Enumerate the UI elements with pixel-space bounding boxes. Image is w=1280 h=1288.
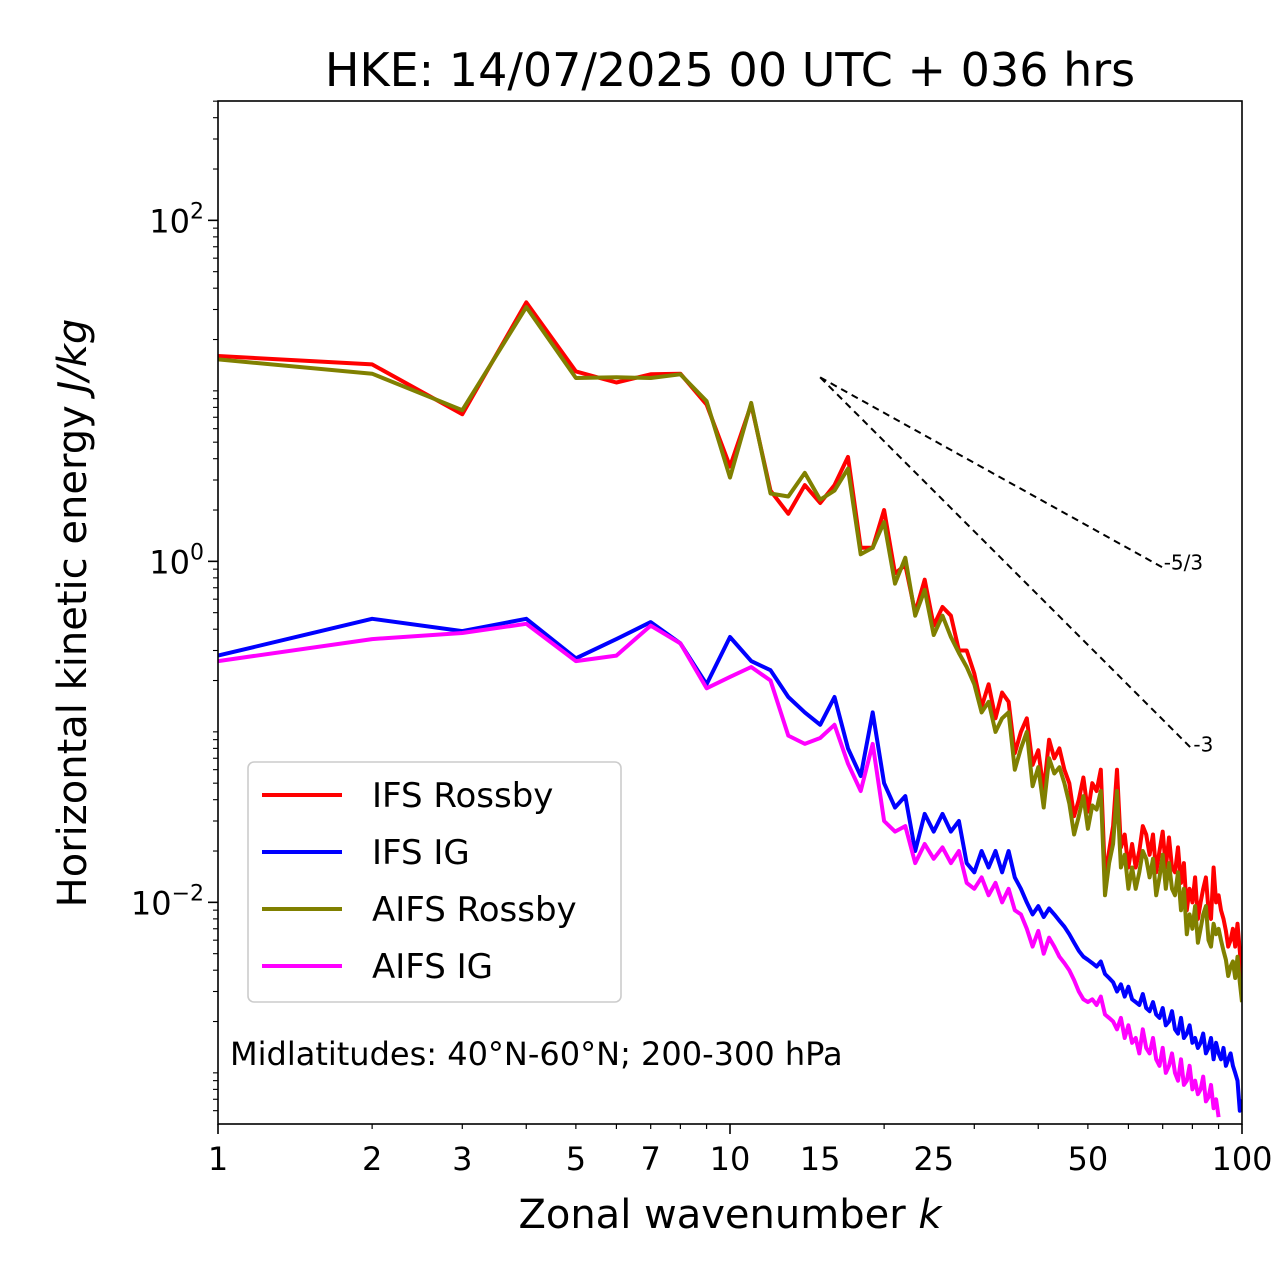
legend-label-aifs-ig: AIFS IG	[372, 947, 493, 987]
y-tick-label: 102	[149, 199, 204, 240]
chart-title: HKE: 14/07/2025 00 UTC + 036 hrs	[325, 43, 1135, 97]
axis-ticks	[208, 100, 1243, 1134]
x-tick-label: 5	[566, 1140, 586, 1178]
legend-label-ifs-ig: IFS IG	[372, 833, 470, 873]
plot-frame	[217, 100, 1243, 1125]
legend: IFS Rossby IFS IG AIFS Rossby AIFS IG	[247, 761, 622, 1003]
reference-lines: -5/3 -3	[819, 376, 1213, 756]
series-layer	[218, 300, 1242, 1118]
legend-box	[247, 761, 622, 1003]
x-tick-label: 25	[913, 1140, 954, 1178]
y-tick-label: 10−2	[131, 881, 204, 922]
region-annotation: Midlatitudes: 40°N-60°N; 200-300 hPa	[230, 1035, 843, 1073]
series-line-aifs-ig	[218, 621, 1221, 1118]
ref-label-minus-five-thirds: -5/3	[1164, 551, 1203, 575]
x-tick-label: 10	[710, 1140, 751, 1178]
legend-label-aifs-rossby: AIFS Rossby	[372, 890, 577, 930]
ref-line-minus-three	[819, 376, 1194, 751]
y-axis-label: Horizontal kinetic energy J/kg	[50, 319, 96, 908]
x-tick-label: 1	[208, 1140, 228, 1178]
x-tick-label: 2	[362, 1140, 382, 1178]
x-tick-label: 100	[1211, 1140, 1272, 1178]
ref-line-minus-five-thirds	[819, 376, 1164, 569]
x-tick-label: 3	[452, 1140, 472, 1178]
x-axis-label: Zonal wavenumber k	[518, 1192, 943, 1238]
x-tick-label: 50	[1068, 1140, 1109, 1178]
series-line-aifs-rossby	[218, 305, 1242, 1003]
x-tick-label: 15	[800, 1140, 841, 1178]
legend-label-ifs-rossby: IFS Rossby	[372, 776, 553, 816]
ref-label-minus-three: -3	[1193, 732, 1213, 756]
x-tick-labels: 1 2 3 5 7 10 15 25 50 100	[208, 1140, 1273, 1178]
y-tick-labels: 102 100 10−2	[131, 199, 204, 922]
series-line-ifs-ig	[218, 616, 1242, 1113]
y-tick-label: 100	[149, 540, 204, 581]
x-tick-label: 7	[641, 1140, 661, 1178]
